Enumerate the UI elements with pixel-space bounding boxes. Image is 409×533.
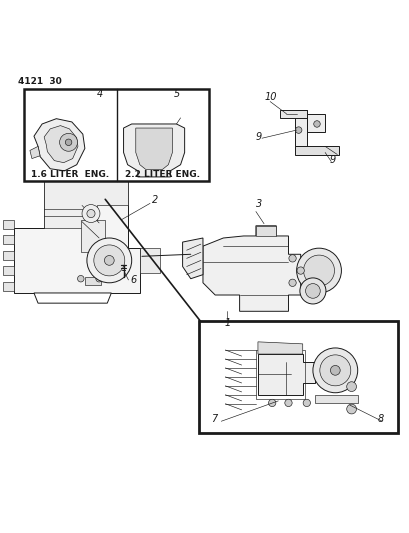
Polygon shape [294,147,339,155]
Polygon shape [3,220,13,229]
Circle shape [87,238,131,283]
Text: 1.6 LITER  ENG.: 1.6 LITER ENG. [31,170,109,179]
Circle shape [59,133,77,151]
Text: 2.2 LITER ENG.: 2.2 LITER ENG. [125,170,200,179]
Circle shape [82,205,100,222]
Circle shape [346,404,355,414]
Circle shape [94,245,124,276]
Circle shape [303,255,334,286]
Bar [198,321,398,433]
Polygon shape [34,119,85,171]
Polygon shape [47,163,61,179]
Circle shape [313,120,319,127]
Polygon shape [255,226,276,236]
Polygon shape [280,110,306,118]
Circle shape [319,355,350,386]
Polygon shape [81,220,105,252]
Polygon shape [182,238,202,279]
Circle shape [288,255,295,262]
Polygon shape [135,128,172,169]
Polygon shape [74,163,89,179]
Polygon shape [294,110,306,147]
Text: 10: 10 [263,92,276,102]
Text: 2: 2 [152,196,158,205]
Circle shape [296,248,341,293]
Circle shape [77,276,84,282]
Circle shape [96,276,102,282]
Polygon shape [44,126,78,163]
Text: 4121  30: 4121 30 [18,77,61,86]
Polygon shape [61,163,75,179]
Text: 9: 9 [328,155,335,165]
Polygon shape [306,114,324,132]
Circle shape [296,267,303,274]
Polygon shape [3,266,13,275]
Polygon shape [314,395,357,403]
Polygon shape [123,124,184,177]
Polygon shape [88,163,102,179]
Circle shape [330,366,339,375]
Polygon shape [30,147,40,159]
Circle shape [288,279,295,286]
Polygon shape [44,179,127,228]
Circle shape [268,399,275,407]
Polygon shape [85,277,101,285]
Circle shape [294,127,301,133]
Polygon shape [3,235,13,244]
Text: 1: 1 [224,318,230,328]
Polygon shape [257,354,314,395]
Text: 4: 4 [97,88,103,99]
Circle shape [104,255,114,265]
Polygon shape [202,226,300,311]
Circle shape [87,209,95,217]
Bar [24,90,209,181]
Circle shape [302,399,310,407]
Circle shape [299,278,325,304]
Text: 3: 3 [255,199,261,209]
Circle shape [65,139,72,146]
Circle shape [312,348,357,393]
Text: 7: 7 [211,415,217,424]
Text: 5: 5 [173,88,179,99]
Text: 9: 9 [255,132,261,142]
Polygon shape [139,248,160,272]
Polygon shape [13,179,139,293]
Polygon shape [3,281,13,290]
Text: 8: 8 [377,415,383,424]
Polygon shape [34,293,111,303]
Polygon shape [3,251,13,260]
Circle shape [284,399,292,407]
Polygon shape [257,342,302,354]
Text: 6: 6 [130,275,137,285]
Circle shape [346,382,355,392]
Bar [44,159,117,164]
Circle shape [305,284,319,298]
